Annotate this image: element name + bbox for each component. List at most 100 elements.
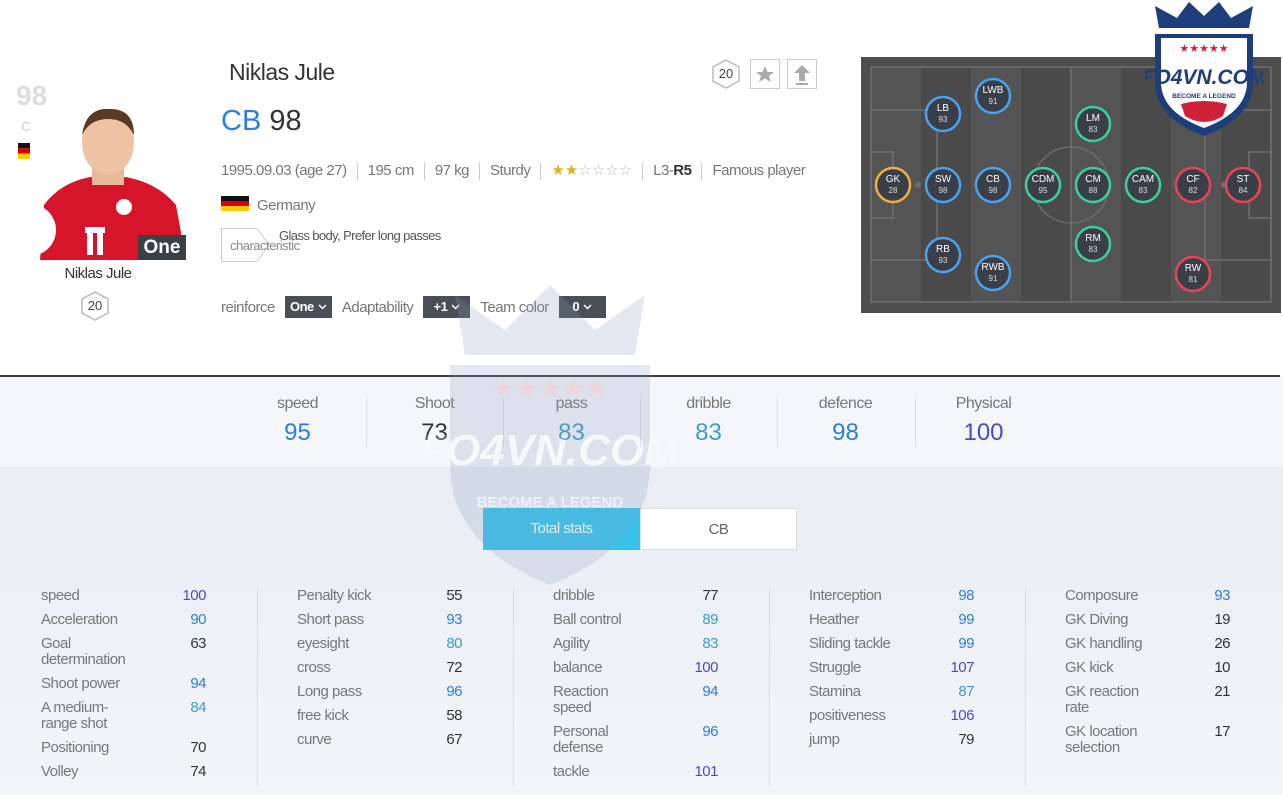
tab[interactable]: Total stats bbox=[483, 508, 640, 550]
level: 20 bbox=[711, 59, 741, 89]
stat-value: 99 bbox=[958, 635, 974, 652]
info-row: 1995.09.03 (age 27) 195 cm 97 kg Sturdy … bbox=[221, 162, 815, 180]
stat-column: Interception 98 Heather 99 Sliding tackle 99 S… bbox=[809, 584, 974, 752]
stat-value: 100 bbox=[694, 659, 718, 676]
stat-label: Short pass bbox=[297, 611, 364, 628]
position-rating: 91 bbox=[989, 97, 998, 106]
position-rating: 93 bbox=[939, 256, 948, 265]
stat-column: speed 100 Acceleration 90 Goal determination… bbox=[41, 584, 206, 784]
stat-label: Positioning bbox=[41, 739, 109, 756]
stat-label: Goal determination bbox=[41, 635, 126, 668]
stat-value: 77 bbox=[702, 587, 718, 604]
summary-divider bbox=[915, 397, 916, 447]
stat-value: 80 bbox=[446, 635, 462, 652]
star: ☆ bbox=[578, 162, 592, 179]
summary-stat: defence 98 bbox=[777, 395, 914, 447]
stat-value: 93 bbox=[1214, 587, 1230, 604]
position-name: RM bbox=[1085, 233, 1101, 244]
stat-row: GK reaction rate 21 bbox=[1065, 680, 1230, 720]
separator bbox=[0, 375, 1280, 377]
stat-row: Acceleration 90 bbox=[41, 608, 206, 632]
stat-value: 17 bbox=[1214, 723, 1230, 740]
position-rating: 82 bbox=[1189, 186, 1198, 195]
stat-value: 58 bbox=[446, 707, 462, 724]
stat-label: Ball control bbox=[553, 611, 622, 628]
summary-value: 98 bbox=[832, 419, 859, 446]
position-name: CF bbox=[1186, 174, 1199, 185]
summary-value: 83 bbox=[558, 419, 585, 446]
position-node bbox=[1024, 166, 1062, 204]
summary-label: dribble bbox=[686, 395, 731, 412]
chevron bbox=[583, 304, 592, 310]
option-value-text: 0 bbox=[572, 299, 580, 314]
option-value[interactable]: One bbox=[284, 296, 332, 318]
birth: 1995.09.03 (age 27) bbox=[221, 162, 347, 179]
stat-label: Reaction speed bbox=[553, 683, 609, 716]
position-node bbox=[1074, 105, 1112, 143]
chevron bbox=[451, 304, 460, 310]
stat-row: Goal determination 63 bbox=[41, 632, 206, 672]
position-name: SW bbox=[935, 174, 952, 185]
option-value[interactable]: 0 bbox=[558, 296, 606, 318]
season-badge: One bbox=[138, 235, 186, 260]
position-node bbox=[974, 254, 1012, 292]
stat-value: 21 bbox=[1214, 683, 1230, 700]
stat-value: 87 bbox=[958, 683, 974, 700]
stat-row: cross 72 bbox=[297, 656, 462, 680]
stat-value: 89 bbox=[702, 611, 718, 628]
stat-row: Stamina 87 bbox=[809, 680, 974, 704]
stat-row: Volley 74 bbox=[41, 760, 206, 784]
level-text: 20 bbox=[718, 66, 734, 81]
site-logo: ★★★★★ FO4VN.COM BECOME A LEGEND bbox=[1145, 2, 1263, 136]
foot-left: L3- bbox=[653, 162, 674, 179]
stat-label: Penalty kick bbox=[297, 587, 372, 604]
position-rating: 83 bbox=[1139, 186, 1148, 195]
summary-label: defence bbox=[818, 395, 873, 412]
action-buttons[interactable] bbox=[750, 59, 818, 89]
characteristic-tag bbox=[221, 228, 270, 262]
position-node bbox=[924, 95, 962, 133]
stat-row: dribble 77 bbox=[553, 584, 718, 608]
stat-label: A medium-range shot bbox=[41, 699, 109, 732]
position-name: LM bbox=[1086, 113, 1100, 124]
tab[interactable]: CB bbox=[640, 508, 797, 550]
position-node bbox=[974, 166, 1012, 204]
position-rating: 81 bbox=[1189, 275, 1198, 284]
column-divider bbox=[513, 588, 514, 786]
summary-stat: speed 95 bbox=[229, 395, 366, 447]
summary-stat: dribble 83 bbox=[640, 395, 777, 447]
stat-label: Volley bbox=[41, 763, 79, 780]
option-label: reinforce bbox=[221, 298, 275, 316]
position-node bbox=[1124, 166, 1162, 204]
option-value[interactable]: +1 bbox=[423, 296, 471, 318]
position-name: GK bbox=[886, 174, 901, 185]
stat-label: speed bbox=[41, 587, 80, 604]
stat-row: Composure 93 bbox=[1065, 584, 1230, 608]
stat-label: jump bbox=[809, 731, 840, 748]
card-name: Niklas Jule bbox=[64, 265, 132, 282]
stat-label: GK kick bbox=[1065, 659, 1114, 676]
stat-row: Penalty kick 55 bbox=[297, 584, 462, 608]
position-name: CB bbox=[986, 174, 1000, 185]
stat-value: 93 bbox=[446, 611, 462, 628]
summary-stat: pass 83 bbox=[503, 395, 640, 447]
stat-label: positiveness bbox=[809, 707, 886, 724]
stat-row: GK Diving 19 bbox=[1065, 608, 1230, 632]
foot-right: R5 bbox=[673, 162, 692, 179]
summary-value: 73 bbox=[421, 419, 448, 446]
stat-label: cross bbox=[297, 659, 331, 676]
stat-value: 101 bbox=[694, 763, 718, 780]
body: Sturdy bbox=[479, 162, 540, 180]
stat-row: Reaction speed 94 bbox=[553, 680, 718, 720]
summary-value: 83 bbox=[695, 419, 722, 446]
stat-column: Penalty kick 55 Short pass 93 eyesight 80 cros… bbox=[297, 584, 462, 752]
option-label: Team color bbox=[480, 298, 549, 316]
stat-label: balance bbox=[553, 659, 603, 676]
player-name: Niklas Jule bbox=[229, 59, 335, 85]
stat-row: Long pass 96 bbox=[297, 680, 462, 704]
stat-row: Heather 99 bbox=[809, 608, 974, 632]
stat-row: free kick 58 bbox=[297, 704, 462, 728]
logo-slogan: BECOME A LEGEND bbox=[1172, 93, 1236, 100]
position-rating: 98 bbox=[989, 186, 998, 195]
